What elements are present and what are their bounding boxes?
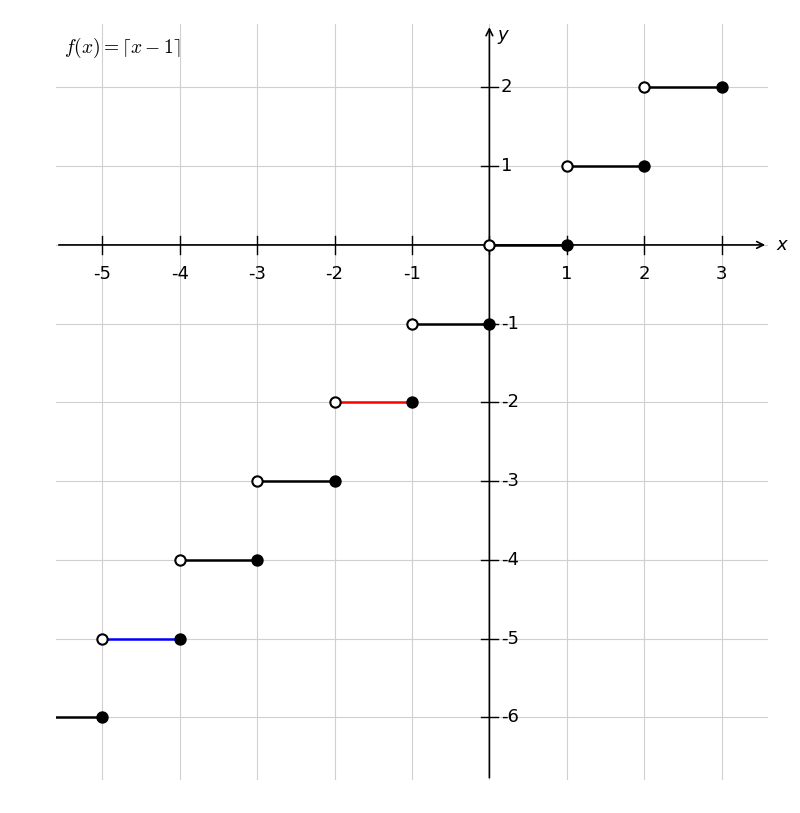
Text: -4: -4	[171, 264, 189, 283]
Text: -3: -3	[501, 472, 519, 490]
Point	[560, 238, 573, 251]
Text: $y$: $y$	[497, 28, 510, 46]
Text: $x$: $x$	[776, 236, 789, 254]
Point	[483, 238, 496, 251]
Text: 1: 1	[501, 157, 512, 175]
Point	[328, 396, 341, 409]
Text: 2: 2	[638, 264, 650, 283]
Text: -4: -4	[501, 551, 519, 569]
Point	[174, 633, 186, 646]
Text: -2: -2	[326, 264, 344, 283]
Point	[328, 475, 341, 488]
Text: -5: -5	[501, 630, 519, 648]
Point	[715, 80, 728, 93]
Text: $f(x) = \lceil x - 1 \rceil$: $f(x) = \lceil x - 1 \rceil$	[64, 37, 180, 60]
Point	[406, 396, 418, 409]
Point	[96, 711, 109, 724]
Text: -1: -1	[501, 315, 519, 333]
Point	[96, 633, 109, 646]
Point	[638, 80, 650, 93]
Text: -5: -5	[94, 264, 111, 283]
Text: -3: -3	[248, 264, 266, 283]
Text: -2: -2	[501, 393, 519, 411]
Point	[483, 317, 496, 330]
Point	[560, 159, 573, 172]
Text: 2: 2	[501, 78, 513, 97]
Text: 3: 3	[716, 264, 727, 283]
Point	[406, 317, 418, 330]
Point	[174, 554, 186, 567]
Text: -6: -6	[501, 708, 519, 727]
Text: -1: -1	[403, 264, 421, 283]
Point	[638, 159, 650, 172]
Text: 1: 1	[561, 264, 573, 283]
Point	[251, 475, 264, 488]
Point	[251, 554, 264, 567]
